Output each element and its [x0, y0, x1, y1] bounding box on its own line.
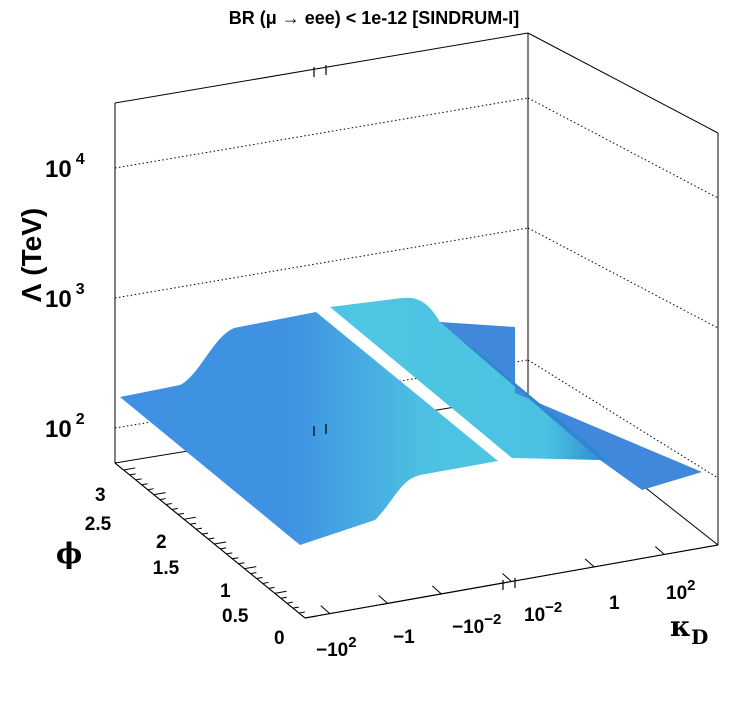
phi-minor-tick: [196, 527, 203, 530]
phi-minor-tick: [262, 581, 269, 584]
surface-segment-large-kappa: [440, 322, 702, 490]
kappa-tick-label: 10−2: [524, 599, 562, 626]
phi-minor-tick: [286, 601, 293, 604]
phi-tick-label: 1: [220, 581, 231, 602]
phi-minor-tick: [226, 552, 233, 555]
kappa-tick-label: 102: [666, 577, 695, 604]
kappa-tick-label: −10−2: [452, 611, 501, 638]
phi-minor-tick: [292, 606, 299, 609]
kappa-major-tick: [378, 595, 388, 604]
surface: [120, 297, 702, 545]
kappa-tick-marks: [320, 546, 665, 614]
phi-minor-tick: [147, 488, 154, 491]
phi-minor-tick: [268, 586, 275, 589]
phi-minor-tick: [298, 611, 305, 614]
surface-segment-negative-kappa: [120, 312, 498, 545]
kappa-major-tick: [431, 585, 442, 595]
kappa-tick-label: 1: [609, 593, 620, 614]
phi-minor-tick: [165, 503, 172, 506]
phi-minor-tick: [141, 483, 148, 486]
z-tick-label: 10 2: [45, 411, 85, 443]
phi-major-tick: [214, 541, 227, 545]
phi-tick-label: 0: [274, 628, 285, 649]
kappa-major-tick: [654, 546, 665, 555]
phi-minor-tick: [238, 562, 245, 565]
kappa-tick-labels: −102 −1 −10−2 10−2 1 102: [316, 577, 695, 661]
phi-tick-label: 0.5: [222, 606, 249, 627]
kappa-major-tick: [584, 558, 595, 568]
z-tick-labels: 10 4 10 3 10 2: [45, 151, 85, 443]
kappa-axis-label: κD: [670, 610, 708, 649]
phi-axis-label: ϕ: [56, 537, 82, 570]
phi-tick-marks: [123, 467, 317, 619]
kappa-tick-label: −102: [316, 634, 357, 661]
phi-minor-tick: [232, 557, 239, 560]
phi-major-tick: [244, 566, 257, 570]
phi-minor-tick: [256, 577, 263, 580]
phi-major-tick: [304, 615, 317, 619]
z-axis-label: Λ (TeV): [16, 208, 47, 302]
phi-tick-label: 2: [156, 532, 167, 553]
phi-major-tick: [153, 492, 166, 496]
phi-minor-tick: [129, 473, 136, 476]
phi-minor-tick: [202, 532, 209, 535]
surface-segment-positive-kappa: [330, 297, 600, 460]
chart-title: BR (μ → eee) < 1e-12 [SINDRUM-I]: [229, 8, 520, 28]
phi-tick-labels: 3 2.5 2 1.5 1 0.5 0: [85, 485, 285, 649]
phi-minor-tick: [189, 522, 197, 525]
phi-tick-label: 2.5: [85, 514, 112, 535]
phi-minor-tick: [171, 507, 178, 510]
phi-minor-tick: [250, 572, 257, 575]
phi-major-tick: [183, 516, 196, 520]
axis-breaks: [313, 65, 516, 590]
phi-major-tick: [123, 467, 136, 471]
phi-tick-label: 3: [95, 485, 106, 506]
phi-major-tick: [274, 590, 287, 594]
phi-minor-tick: [135, 478, 142, 481]
phi-minor-tick: [159, 498, 166, 501]
kappa-tick-label: −1: [393, 627, 415, 648]
front-frame: [114, 462, 719, 619]
phi-tick-label: 1.5: [153, 558, 180, 579]
z-tick-label: 10 4: [45, 151, 85, 183]
surface-ridge: [440, 322, 610, 462]
kappa-major-tick: [320, 605, 331, 614]
phi-minor-tick: [177, 512, 184, 515]
phi-minor-tick: [220, 547, 227, 550]
kappa-major-tick: [502, 573, 512, 582]
phi-minor-tick: [280, 596, 287, 599]
z-tick-label: 10 3: [45, 281, 85, 313]
phi-minor-tick: [208, 537, 215, 540]
